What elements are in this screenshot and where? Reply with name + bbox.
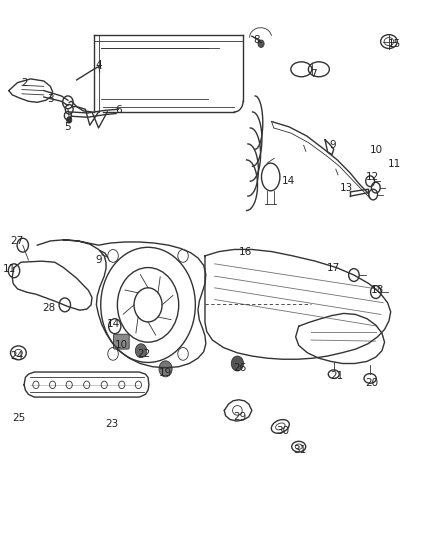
Text: 11: 11 <box>3 264 16 274</box>
Text: 16: 16 <box>239 247 252 256</box>
Text: 11: 11 <box>388 159 401 169</box>
Text: 10: 10 <box>115 341 128 350</box>
Text: 31: 31 <box>293 446 307 455</box>
Text: 26: 26 <box>233 363 247 373</box>
Text: 18: 18 <box>371 286 384 295</box>
Circle shape <box>258 40 264 47</box>
Circle shape <box>231 356 244 371</box>
Text: 2: 2 <box>21 78 28 87</box>
Circle shape <box>67 117 72 123</box>
Text: 4: 4 <box>95 60 102 70</box>
Text: 8: 8 <box>253 35 260 45</box>
Text: 15: 15 <box>388 39 401 49</box>
Text: 5: 5 <box>64 122 71 132</box>
Text: 24: 24 <box>10 351 23 361</box>
Circle shape <box>159 361 172 377</box>
Text: 23: 23 <box>105 419 118 429</box>
Text: 17: 17 <box>327 263 340 272</box>
Text: 13: 13 <box>339 183 353 192</box>
Text: 14: 14 <box>106 319 120 329</box>
Text: 20: 20 <box>365 378 378 387</box>
Circle shape <box>135 344 147 358</box>
Text: 6: 6 <box>115 106 122 115</box>
Text: 10: 10 <box>370 146 383 155</box>
Text: 27: 27 <box>10 236 23 246</box>
Text: 9: 9 <box>95 255 102 265</box>
FancyBboxPatch shape <box>113 334 129 349</box>
Text: 22: 22 <box>137 350 150 359</box>
Text: 29: 29 <box>233 412 247 422</box>
Text: 12: 12 <box>366 172 379 182</box>
Text: 7: 7 <box>310 69 317 78</box>
Text: 30: 30 <box>276 426 289 435</box>
Text: 19: 19 <box>159 368 172 378</box>
Text: 21: 21 <box>331 371 344 381</box>
Text: 25: 25 <box>12 414 25 423</box>
Text: 28: 28 <box>42 303 56 313</box>
Text: 3: 3 <box>47 94 54 103</box>
Text: 14: 14 <box>282 176 295 186</box>
Text: 9: 9 <box>329 140 336 150</box>
